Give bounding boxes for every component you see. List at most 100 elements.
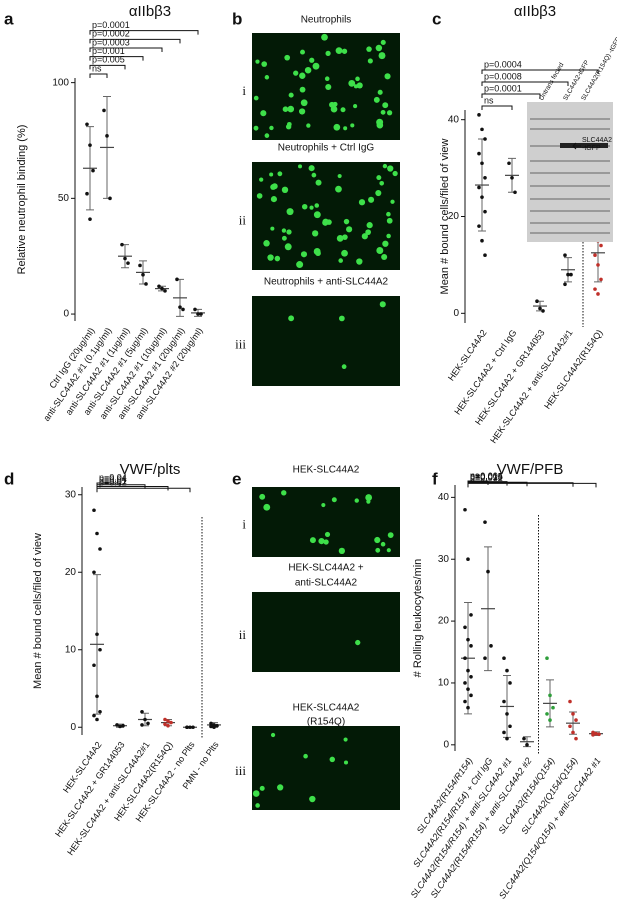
cell	[382, 240, 389, 247]
cell	[259, 177, 264, 182]
cell	[386, 233, 391, 239]
cell	[355, 76, 360, 82]
image-caption: Neutrophils	[301, 15, 352, 26]
data-point	[466, 557, 470, 562]
cell	[299, 86, 306, 93]
cell	[350, 123, 355, 128]
data-point	[469, 674, 473, 679]
data-point	[92, 508, 96, 513]
blot-band	[530, 198, 610, 200]
data-point	[548, 693, 552, 698]
data-point	[98, 647, 102, 652]
cell	[286, 121, 292, 127]
y-tick-label: 20	[438, 616, 450, 627]
data-point	[599, 243, 603, 248]
data-point	[95, 632, 99, 637]
cell	[380, 541, 386, 547]
data-point	[571, 730, 575, 735]
comparison-label: p=0.02	[99, 478, 127, 488]
comparison-bracket	[89, 30, 199, 35]
data-point	[143, 717, 147, 722]
data-point	[463, 656, 467, 661]
data-point	[483, 175, 487, 180]
comparison-label: p=0.0001	[92, 20, 130, 30]
data-point	[115, 723, 119, 727]
image-numeral: ii	[239, 212, 247, 227]
data-point	[483, 656, 487, 661]
cell	[277, 784, 284, 791]
micrograph	[252, 487, 400, 557]
cell	[281, 490, 287, 496]
cell	[386, 217, 393, 224]
cell	[361, 233, 368, 240]
image-caption: Neutrophils + Ctrl IgG	[278, 143, 375, 154]
cell	[382, 163, 388, 169]
panel-letter: e	[232, 469, 241, 488]
cell	[330, 105, 338, 113]
cell	[336, 235, 344, 242]
y-axis-label: Relative neutrophil binding (%)	[16, 125, 28, 275]
cell	[277, 171, 283, 177]
data-point	[480, 161, 484, 166]
cell	[341, 48, 348, 54]
cell	[260, 110, 267, 117]
data-point	[163, 289, 167, 293]
data-point	[508, 724, 512, 729]
data-point	[466, 668, 470, 673]
cell	[284, 243, 292, 251]
data-point	[92, 663, 96, 668]
cell	[256, 193, 263, 199]
error-caps	[86, 126, 94, 211]
data-point	[510, 175, 514, 180]
cell	[354, 498, 359, 503]
error-caps	[564, 257, 572, 283]
cell	[309, 205, 314, 210]
cell	[348, 79, 356, 87]
cell	[375, 190, 382, 197]
image-caption: HEK-SLC44A2	[293, 703, 360, 714]
cell	[286, 229, 292, 235]
cell	[387, 532, 394, 539]
cell	[282, 106, 289, 113]
chart-title: αIIbβ3	[514, 3, 556, 20]
blot-band	[560, 143, 608, 148]
data-point	[551, 705, 555, 710]
cell	[375, 547, 381, 553]
cell	[270, 184, 277, 190]
data-point	[502, 656, 506, 661]
data-point	[563, 282, 567, 287]
cell	[353, 84, 359, 89]
cell	[270, 226, 275, 231]
cell	[374, 536, 381, 544]
cell	[343, 737, 348, 742]
data-point	[599, 277, 603, 282]
cell	[382, 102, 389, 109]
cell	[381, 253, 388, 261]
comparison-label: ns	[92, 63, 102, 73]
cell	[386, 110, 393, 116]
cell	[284, 54, 291, 61]
cell	[296, 261, 304, 269]
comparison-bracket	[481, 93, 541, 98]
cell	[253, 125, 259, 131]
data-point	[102, 108, 106, 113]
data-point	[95, 531, 99, 536]
data-point	[594, 731, 598, 736]
comparison-bracket	[467, 482, 597, 488]
data-point	[505, 736, 509, 741]
data-point	[571, 712, 575, 716]
data-point	[166, 719, 170, 723]
comparison-bracket	[89, 73, 108, 78]
comparison-label: p=0.0003	[92, 37, 130, 47]
cell	[335, 185, 342, 193]
data-point	[95, 717, 99, 722]
data-point	[92, 713, 96, 718]
y-tick-label: 100	[52, 77, 69, 88]
panel-letter: b	[232, 9, 242, 28]
panel-letter: d	[4, 469, 14, 488]
cell	[314, 203, 320, 208]
comparison-label: p=0.0001	[484, 83, 522, 93]
data-point	[505, 712, 509, 716]
data-point	[480, 238, 484, 243]
data-point	[196, 312, 200, 316]
